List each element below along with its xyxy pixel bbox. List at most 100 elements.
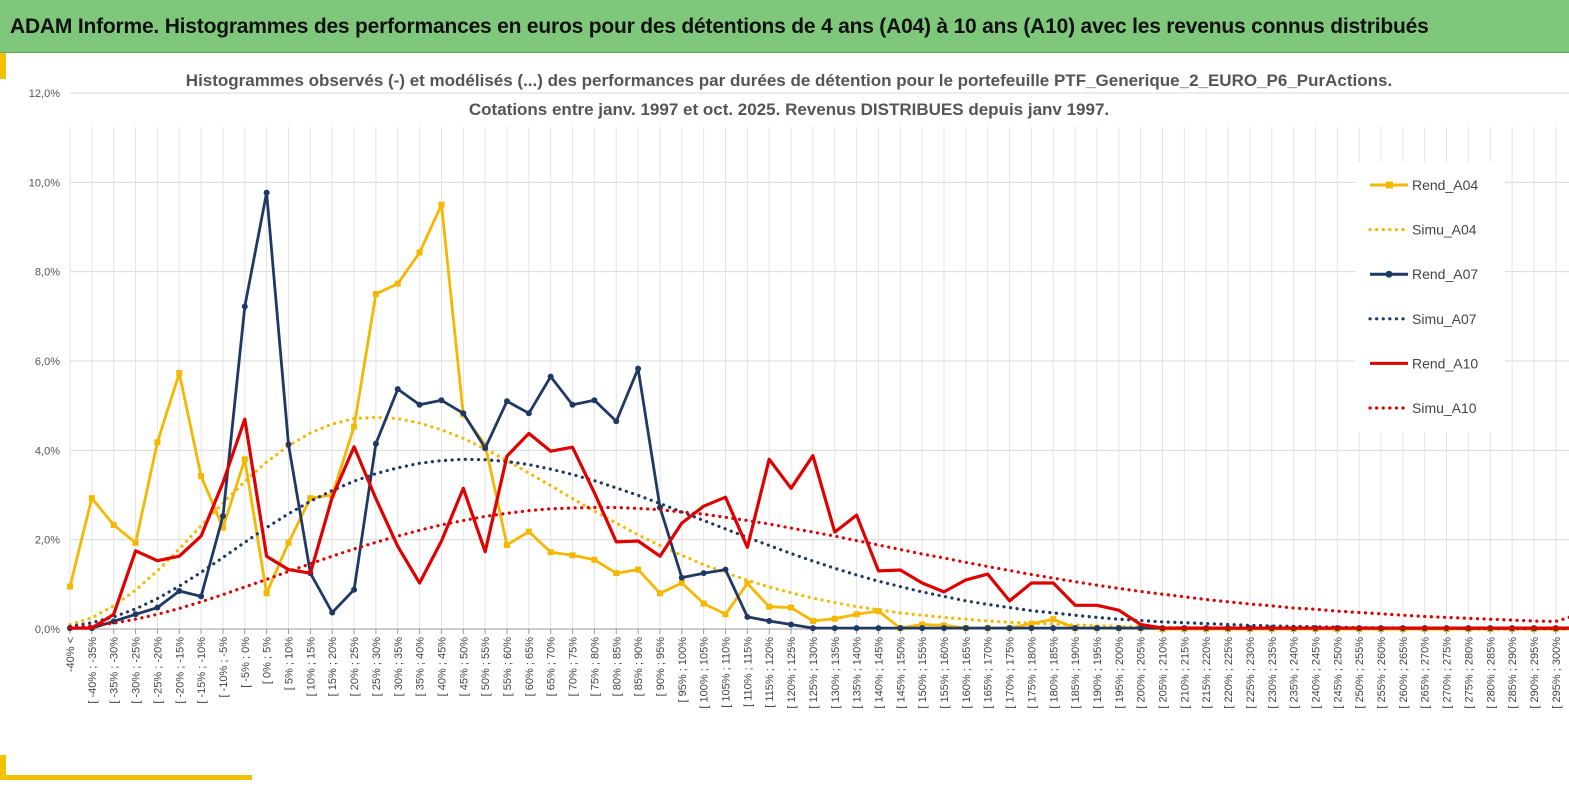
data-point-rend_a04 xyxy=(766,603,773,610)
legend-label: Simu_A04 xyxy=(1412,222,1477,238)
x-tick-label: [ 35% ; 40% xyxy=(415,637,427,697)
series-lines xyxy=(67,189,1569,632)
x-tick-label: [ -35% ; -30% xyxy=(109,637,121,704)
x-tick-label: [ 125% ; 130% xyxy=(808,637,820,709)
data-point-rend_a04 xyxy=(132,539,139,546)
data-point-rend_a04 xyxy=(831,615,838,622)
data-point-rend_a07 xyxy=(941,625,947,632)
data-point-rend_a07 xyxy=(809,625,816,632)
chart: Histogrammes observés (-) et modélisés (… xyxy=(29,71,1569,709)
data-point-rend_a04 xyxy=(700,600,707,607)
data-point-rend_a04 xyxy=(591,556,598,563)
data-point-rend_a07 xyxy=(176,588,183,595)
data-point-rend_a07 xyxy=(766,617,773,624)
data-point-rend_a07 xyxy=(198,593,205,600)
data-point-rend_a07 xyxy=(678,574,685,581)
x-tick-label: [ 0% ; 5% xyxy=(262,637,274,684)
x-tick-label: [ 290% ; 295% xyxy=(1529,637,1541,709)
data-point-rend_a04 xyxy=(416,249,423,256)
data-point-rend_a07 xyxy=(1137,625,1144,632)
title-banner: ADAM Informe. Histogrammes des performan… xyxy=(0,0,1569,53)
data-point-rend_a07 xyxy=(700,570,707,577)
x-tick-label: [ 95% ; 100% xyxy=(677,637,689,703)
data-point-rend_a04 xyxy=(919,621,926,628)
data-point-rend_a04 xyxy=(394,280,401,287)
data-point-rend_a07 xyxy=(635,365,642,372)
x-tick-label: [ 75% ; 80% xyxy=(589,637,601,697)
data-point-rend_a04 xyxy=(154,439,161,446)
legend-label: Simu_A07 xyxy=(1412,311,1477,327)
x-tick-label: [ 80% ; 85% xyxy=(611,637,623,697)
legend: Rend_A04 Simu_A04 Rend_A07 Simu_A07 Rend_A10… xyxy=(1355,162,1505,432)
legend-label: Simu_A10 xyxy=(1412,400,1477,416)
x-tick-label: [ 260% ; 265% xyxy=(1398,637,1410,709)
x-tick-label: [ -40% ; -35% xyxy=(87,637,99,704)
legend-label: Rend_A07 xyxy=(1412,266,1478,282)
data-point-rend_a04 xyxy=(525,528,532,535)
y-tick-label: 12,0% xyxy=(29,88,60,100)
x-tick-label: [ 195% ; 200% xyxy=(1114,637,1126,709)
decor-accent-top xyxy=(0,53,6,79)
x-tick-label: [ 150% ; 155% xyxy=(917,637,929,709)
x-tick-label: [ 210% ; 215% xyxy=(1179,637,1191,709)
data-point-rend_a04 xyxy=(569,552,576,559)
series-line-simu_a04 xyxy=(68,415,1569,631)
x-tick-label: [ 135% ; 140% xyxy=(852,637,864,709)
data-point-rend_a04 xyxy=(613,570,620,577)
data-point-rend_a07 xyxy=(591,397,598,404)
x-tick-label: [ -10% ; -5% xyxy=(218,637,230,698)
x-tick-label: [ 40% ; 45% xyxy=(436,637,448,697)
data-point-rend_a07 xyxy=(1050,625,1057,632)
x-tick-label: [ 145% ; 150% xyxy=(895,637,907,709)
x-tick-label: [ 235% ; 240% xyxy=(1289,637,1301,709)
x-tick-label: [ 70% ; 75% xyxy=(568,637,580,697)
gridlines xyxy=(69,92,1569,630)
data-point-rend_a04 xyxy=(656,590,663,597)
data-point-rend_a04 xyxy=(198,473,205,480)
data-point-rend_a07 xyxy=(788,621,795,628)
y-tick-label: 4,0% xyxy=(35,445,60,457)
data-point-rend_a07 xyxy=(613,418,620,425)
decor-accent-left-bottom xyxy=(0,755,6,780)
data-point-rend_a07 xyxy=(962,625,969,632)
data-point-rend_a04 xyxy=(547,549,554,556)
decor-accent-bottom xyxy=(6,775,252,780)
data-point-rend_a04 xyxy=(241,456,248,463)
data-point-rend_a04 xyxy=(351,423,358,430)
data-point-rend_a07 xyxy=(744,613,751,620)
data-point-rend_a04 xyxy=(285,539,292,546)
x-tick-label: [ 10% ; 15% xyxy=(305,637,317,697)
data-point-rend_a07 xyxy=(285,441,292,448)
x-tick-label: [ 240% ; 245% xyxy=(1310,637,1322,709)
x-tick-label: [ 5% ; 10% xyxy=(284,637,296,690)
axes: 0,0% 2,0% 4,0% 6,0% 8,0% 10,0% 12,0% -40% < [ -4… xyxy=(29,88,1569,709)
x-tick-label: [ 115% ; 120% xyxy=(764,637,776,708)
data-point-rend_a07 xyxy=(154,604,161,611)
x-tick-label: [ 15% ; 20% xyxy=(327,637,339,697)
data-point-rend_a07 xyxy=(263,189,270,196)
x-tick-label: -40% < xyxy=(65,637,77,672)
x-tick-label: [ 280% ; 285% xyxy=(1485,637,1497,709)
legend-marker xyxy=(1385,270,1393,278)
data-point-rend_a07 xyxy=(831,625,838,632)
legend-box xyxy=(1355,162,1505,432)
data-point-rend_a07 xyxy=(1006,625,1013,632)
data-point-rend_a07 xyxy=(919,625,926,632)
data-point-rend_a04 xyxy=(372,291,379,297)
x-tick-label: [ 55% ; 60% xyxy=(502,637,514,697)
data-point-rend_a07 xyxy=(853,625,860,632)
x-tick-label: [ 270% ; 275% xyxy=(1442,637,1454,709)
x-tick-label: [ 275% ; 280% xyxy=(1463,637,1475,709)
data-point-rend_a07 xyxy=(351,586,358,593)
data-point-rend_a04 xyxy=(853,611,860,618)
data-point-rend_a04 xyxy=(438,201,445,208)
x-tick-label: [ 180% ; 185% xyxy=(1048,637,1060,709)
y-tick-label: 2,0% xyxy=(35,535,60,547)
data-point-rend_a04 xyxy=(875,608,882,615)
x-tick-label: [ 50% ; 55% xyxy=(480,637,492,697)
data-point-rend_a07 xyxy=(1028,625,1035,632)
data-point-rend_a04 xyxy=(307,495,314,502)
data-point-rend_a04 xyxy=(88,495,95,502)
data-point-rend_a07 xyxy=(329,609,336,616)
data-point-rend_a07 xyxy=(438,397,445,404)
